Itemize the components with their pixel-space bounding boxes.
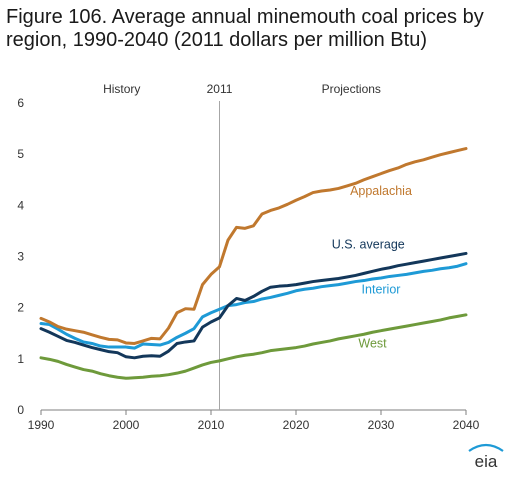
eia-logo-arc — [468, 443, 504, 452]
series-label-appalachia: Appalachia — [350, 184, 412, 198]
projections-label: Projections — [322, 82, 381, 96]
series-line-appalachia — [39, 147, 468, 345]
series-line-us-average — [39, 251, 468, 360]
x-tick-label: 2000 — [113, 418, 140, 432]
y-tick-label: 1 — [17, 352, 24, 366]
labels-layer: Appalachia U.S. average Interior West — [332, 184, 412, 350]
y-tick-label: 3 — [17, 250, 24, 264]
eia-logo: eia — [468, 443, 504, 471]
axes: 1990 2000 2010 2020 2030 2040 0 1 2 3 4 5 6 History 20… — [17, 82, 479, 432]
y-tick-label: 5 — [17, 147, 24, 161]
series-label-us-average: U.S. average — [332, 237, 405, 251]
eia-logo-text: eia — [475, 452, 498, 471]
chart-title: Figure 106. Average annual minemouth coa… — [6, 6, 484, 51]
series-layer — [39, 147, 468, 380]
series-line-interior — [39, 262, 468, 350]
history-label: History — [103, 82, 140, 96]
x-tick-label: 2020 — [283, 418, 310, 432]
y-tick-label: 0 — [17, 403, 24, 417]
divider-year-label: 2011 — [207, 82, 233, 96]
x-tick-label: 2040 — [453, 418, 480, 432]
series-line-west — [39, 313, 468, 380]
x-tick-label: 1990 — [28, 418, 55, 432]
y-tick-label: 6 — [17, 96, 24, 110]
series-label-interior: Interior — [362, 282, 401, 296]
y-tick-label: 4 — [17, 198, 24, 212]
series-label-west: West — [358, 337, 387, 351]
x-tick-label: 2010 — [198, 418, 225, 432]
x-tick-label: 2030 — [368, 418, 395, 432]
y-tick-label: 2 — [17, 301, 24, 315]
